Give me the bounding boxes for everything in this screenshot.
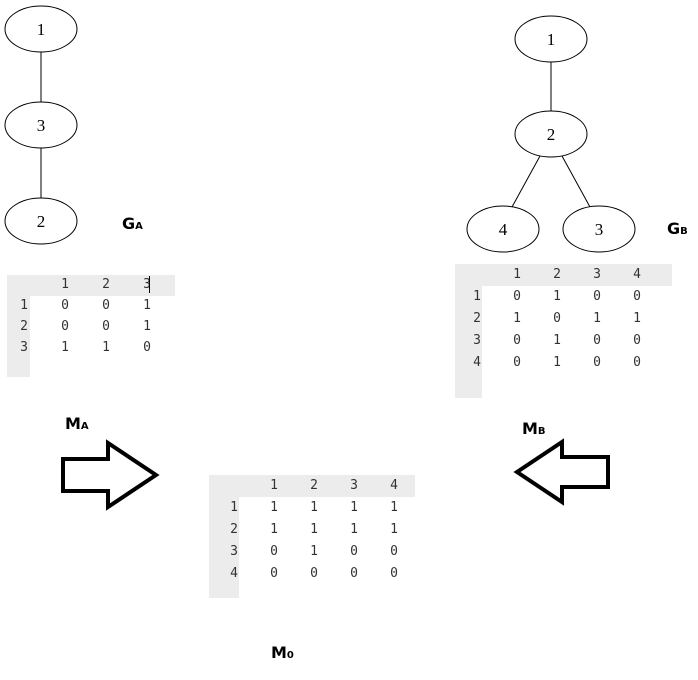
matrix-row-header: 4 xyxy=(473,355,481,370)
matrix-side-bar xyxy=(7,275,30,377)
node-a-2-label: 2 xyxy=(37,212,46,231)
matrix-column-header: 2 xyxy=(102,277,110,292)
node-b-4: 4 xyxy=(466,205,540,253)
matrix-cell: 1 xyxy=(390,522,398,537)
matrix-cell: 0 xyxy=(513,333,521,348)
matrix-cell: 0 xyxy=(633,333,641,348)
matrix-column-header: 4 xyxy=(633,267,641,282)
matrix-cell: 0 xyxy=(593,289,601,304)
matrix-row-header: 3 xyxy=(20,340,28,355)
matrix-cell: 0 xyxy=(513,355,521,370)
matrix-header-bar xyxy=(209,475,415,497)
matrix-cell: 0 xyxy=(310,566,318,581)
matrix-cell: 1 xyxy=(593,311,601,326)
matrix-0-label: M0 xyxy=(271,643,294,662)
node-b-3-label: 3 xyxy=(595,220,604,239)
matrix-cell: 1 xyxy=(270,522,278,537)
matrix-cell: 0 xyxy=(270,544,278,559)
node-b-2: 2 xyxy=(514,110,588,158)
matrix-row-header: 2 xyxy=(473,311,481,326)
matrix-cell: 1 xyxy=(633,311,641,326)
matrix-b: 1 2 3 4 1 0 1 0 0 2 1 0 1 1 3 0 1 0 0 4 0 1 0 0 xyxy=(455,264,672,398)
matrix-cell: 0 xyxy=(61,319,69,334)
matrix-side-bar xyxy=(455,264,482,398)
arrow-left-icon xyxy=(513,438,610,506)
matrix-header-bar xyxy=(455,264,672,286)
matrix-cell: 1 xyxy=(350,522,358,537)
matrix-cell: 0 xyxy=(61,298,69,313)
matrix-cell: 0 xyxy=(390,544,398,559)
arrow-right-icon xyxy=(61,439,160,511)
matrix-a: 1 2 3 1 0 0 1 2 0 0 1 3 1 1 0 xyxy=(7,275,175,377)
matrix-column-header: 1 xyxy=(270,478,278,493)
matrix-side-bar xyxy=(209,475,239,598)
matrix-cell: 1 xyxy=(553,289,561,304)
matrix-row-header: 2 xyxy=(230,522,238,537)
matrix-column-header: 1 xyxy=(61,277,69,292)
node-a-2: 2 xyxy=(4,197,78,245)
node-a-1-label: 1 xyxy=(37,20,46,39)
matrix-cell: 1 xyxy=(553,333,561,348)
matrix-column-header: 3 xyxy=(593,267,601,282)
matrix-cell: 0 xyxy=(633,355,641,370)
matrix-cell: 1 xyxy=(310,522,318,537)
matrix-cell: 1 xyxy=(350,500,358,515)
matrix-cell: 1 xyxy=(270,500,278,515)
matrix-row-header: 3 xyxy=(230,544,238,559)
matrix-column-header: 3 xyxy=(143,277,151,292)
matrix-cell: 1 xyxy=(143,298,151,313)
matrix-cell: 1 xyxy=(61,340,69,355)
graph-a-label: GA xyxy=(122,214,143,233)
matrix-cell: 0 xyxy=(390,566,398,581)
graph-b-label: GB xyxy=(667,219,688,238)
node-b-1: 1 xyxy=(514,15,588,63)
matrix-b-label: MB xyxy=(522,419,546,438)
matrix-cell: 1 xyxy=(310,500,318,515)
matrix-cell: 0 xyxy=(350,566,358,581)
edge-b-2-4 xyxy=(511,155,541,208)
matrix-cell: 0 xyxy=(270,566,278,581)
matrix-column-header: 2 xyxy=(553,267,561,282)
edge-b-2-3 xyxy=(561,155,591,208)
matrix-row-header: 3 xyxy=(473,333,481,348)
matrix-cell: 0 xyxy=(350,544,358,559)
matrix-cell: 0 xyxy=(593,355,601,370)
matrix-row-header: 1 xyxy=(473,289,481,304)
matrix-column-header: 4 xyxy=(390,478,398,493)
matrix-cell: 1 xyxy=(102,340,110,355)
matrix-column-header: 1 xyxy=(513,267,521,282)
node-b-3: 3 xyxy=(562,205,636,253)
matrix-cell: 1 xyxy=(390,500,398,515)
matrix-cell: 1 xyxy=(310,544,318,559)
matrix-header-bar xyxy=(7,275,175,296)
node-b-1-label: 1 xyxy=(547,30,556,49)
node-b-2-label: 2 xyxy=(547,125,556,144)
matrix-cell: 1 xyxy=(553,355,561,370)
node-a-3-label: 3 xyxy=(37,116,46,135)
matrix-0: 1 2 3 4 1 1 1 1 1 2 1 1 1 1 3 0 1 0 0 4 0 0 0 0 xyxy=(209,475,415,598)
text-cursor xyxy=(149,276,150,293)
matrix-row-header: 1 xyxy=(230,500,238,515)
matrix-cell: 0 xyxy=(513,289,521,304)
matrix-cell: 0 xyxy=(633,289,641,304)
matrix-cell: 0 xyxy=(143,340,151,355)
matrix-a-label: MA xyxy=(65,414,89,433)
node-b-4-label: 4 xyxy=(499,220,508,239)
node-a-3: 3 xyxy=(4,101,78,149)
matrix-cell: 0 xyxy=(102,298,110,313)
matrix-cell: 1 xyxy=(513,311,521,326)
matrix-column-header: 2 xyxy=(310,478,318,493)
matrix-column-header: 3 xyxy=(350,478,358,493)
matrix-row-header: 2 xyxy=(20,319,28,334)
matrix-cell: 0 xyxy=(102,319,110,334)
matrix-row-header: 4 xyxy=(230,566,238,581)
matrix-cell: 0 xyxy=(593,333,601,348)
node-a-1: 1 xyxy=(4,5,78,53)
matrix-cell: 0 xyxy=(553,311,561,326)
matrix-row-header: 1 xyxy=(20,298,28,313)
matrix-cell: 1 xyxy=(143,319,151,334)
